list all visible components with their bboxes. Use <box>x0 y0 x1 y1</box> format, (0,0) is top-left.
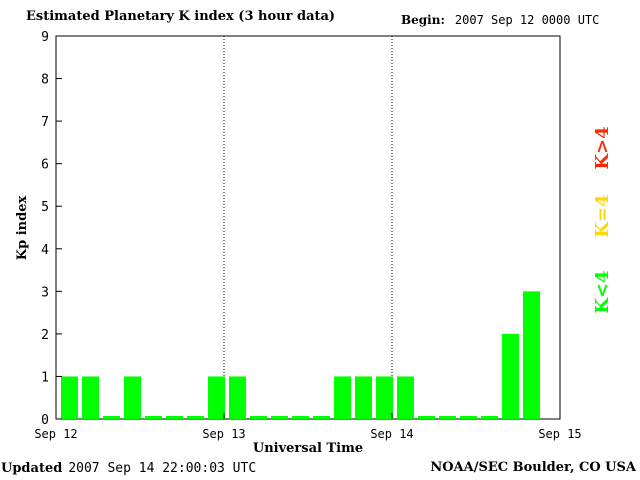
legend-label: K=4 <box>592 194 613 237</box>
kp-bar <box>124 376 141 419</box>
kp-bar <box>250 416 267 419</box>
y-tick-label: 3 <box>41 285 49 300</box>
kp-bar <box>418 416 435 419</box>
y-tick-label: 8 <box>41 73 49 88</box>
legend-label: K>4 <box>592 126 613 169</box>
kp-bar <box>145 416 162 419</box>
kp-bar <box>61 376 78 419</box>
y-tick-label: 7 <box>41 115 49 130</box>
kp-bar <box>355 376 372 419</box>
kp-bar <box>376 376 393 419</box>
x-tick-label: Sep 13 <box>202 427 245 441</box>
begin-value: 2007 Sep 12 0000 UTC <box>454 13 600 27</box>
updated-info: Updated 2007 Sep 14 22:00:03 UTC <box>1 460 256 476</box>
kp-bar <box>334 376 351 419</box>
y-tick-label: 6 <box>41 158 49 173</box>
kp-bar <box>292 416 309 419</box>
x-tick-label: Sep 12 <box>34 427 77 441</box>
kp-bar <box>82 376 99 419</box>
y-tick-label: 1 <box>41 370 49 385</box>
credit: NOAA/SEC Boulder, CO USA <box>430 460 636 475</box>
x-axis-label: Universal Time <box>253 441 363 456</box>
kp-bar <box>208 376 225 419</box>
plot-frame <box>55 35 561 420</box>
kp-bar <box>313 416 330 419</box>
y-tick-label: 9 <box>41 30 49 45</box>
y-tick-label: 2 <box>41 328 49 343</box>
kp-bar <box>187 416 204 419</box>
kp-bar <box>397 376 414 419</box>
chart-title: Estimated Planetary K index (3 hour data… <box>26 9 336 24</box>
y-tick-label: 5 <box>41 200 49 215</box>
kp-bar <box>502 333 519 419</box>
kp-bar <box>229 376 246 419</box>
x-tick-label: Sep 15 <box>538 427 581 441</box>
legend-label: K<4 <box>592 270 613 313</box>
kp-bar <box>166 416 183 419</box>
y-axis-ticks: 0 1 2 3 4 5 6 7 8 9 <box>41 30 62 428</box>
kp-bar <box>481 416 498 419</box>
kp-bar <box>523 291 540 419</box>
kp-bar <box>271 416 288 419</box>
x-axis-ticks: Sep 12 Sep 13 Sep 14 Sep 15 <box>34 413 582 441</box>
kp-bar <box>439 416 456 419</box>
updated-label: Updated <box>1 461 63 476</box>
y-axis-label: Kp index <box>15 196 30 261</box>
begin-label: Begin: <box>401 13 445 27</box>
begin-info: Begin: 2007 Sep 12 0000 UTC <box>401 13 599 28</box>
legend: K>4 K=4 K<4 <box>592 126 613 313</box>
updated-value: 2007 Sep 14 22:00:03 UTC <box>68 461 257 476</box>
day-separators <box>223 36 393 419</box>
x-tick-label: Sep 14 <box>370 427 413 441</box>
kp-bar <box>460 416 477 419</box>
kp-bar <box>103 416 120 419</box>
bars-layer <box>61 291 540 419</box>
y-tick-label: 4 <box>41 243 49 258</box>
y-tick-label: 0 <box>41 413 49 428</box>
